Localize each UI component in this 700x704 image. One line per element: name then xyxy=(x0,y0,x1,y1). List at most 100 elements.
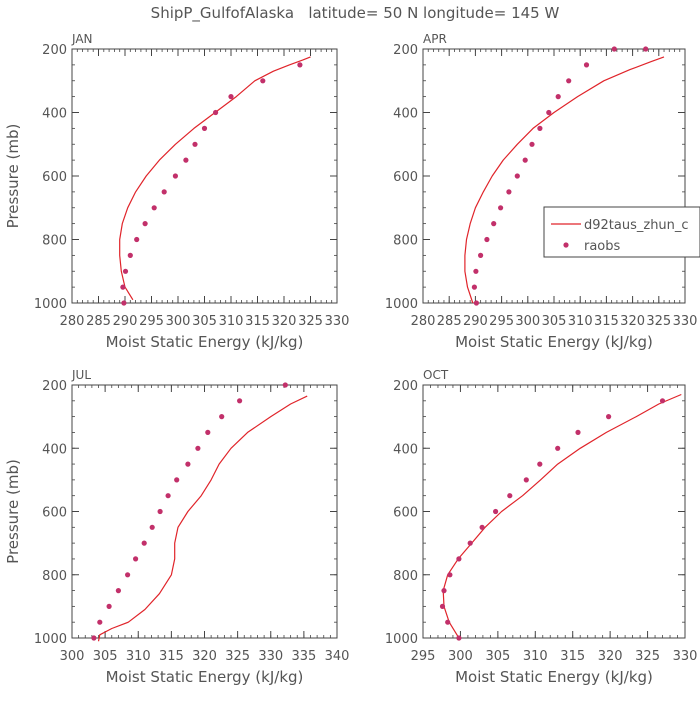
apr-raob-point xyxy=(611,46,617,52)
jan-x-tick-label: 305 xyxy=(192,314,217,329)
apr-raob-point xyxy=(514,173,520,179)
apr-x-tick-label: 310 xyxy=(568,314,593,329)
jul-raob-point xyxy=(125,572,131,578)
jan-raob-point xyxy=(192,141,198,147)
jul-raob-point xyxy=(195,445,201,451)
jan-y-tick-label: 400 xyxy=(42,107,67,122)
jul-y-tick-label: 400 xyxy=(42,442,67,457)
jan-raob-point xyxy=(120,284,126,290)
jul-raob-point xyxy=(219,414,225,420)
apr-x-tick-label: 300 xyxy=(515,314,540,329)
oct-raob-point xyxy=(447,572,453,578)
oct-x-tick-label: 325 xyxy=(635,649,660,664)
jul-panel-title: JUL xyxy=(71,368,91,382)
oct-raob-point xyxy=(456,556,462,562)
jan-raob-point xyxy=(172,173,178,179)
apr-x-tick-label: 320 xyxy=(620,314,645,329)
figure-title: ShipP_GulfofAlaska latitude= 50 N longit… xyxy=(151,4,560,23)
apr-raob-point xyxy=(471,284,477,290)
jul-y-tick-label: 200 xyxy=(42,379,67,394)
apr-y-tick-label: 1000 xyxy=(385,297,418,312)
apr-x-tick-label: 280 xyxy=(411,314,436,329)
jul-x-tick-label: 300 xyxy=(60,649,85,664)
jul-x-tick-label: 325 xyxy=(225,649,250,664)
jul-x-tick-label: 315 xyxy=(159,649,184,664)
jul-raob-point xyxy=(141,540,147,546)
apr-raob-point xyxy=(491,221,497,227)
jul-x-tick-label: 305 xyxy=(93,649,118,664)
apr-panel-title: APR xyxy=(423,32,447,46)
jul-y-tick-label: 600 xyxy=(42,506,67,521)
jul-x-axis-label: Moist Static Energy (kJ/kg) xyxy=(106,668,304,686)
jul-raob-point xyxy=(174,477,180,483)
panel-oct: OCT 295 300 305 310 315 320 325 330 200 400 600 800 1… xyxy=(385,368,698,686)
legend: d92taus_zhun_c raobs xyxy=(543,206,700,258)
jan-y-tick-label: 600 xyxy=(42,170,67,185)
jul-raob-point xyxy=(115,588,121,594)
jan-raob-point xyxy=(151,205,157,211)
oct-raob-point xyxy=(555,445,561,451)
apr-y-tick-label: 200 xyxy=(393,43,418,58)
jan-model-line xyxy=(119,56,311,301)
apr-x-axis-label: Moist Static Energy (kJ/kg) xyxy=(455,333,653,351)
jan-raob-point xyxy=(201,125,208,131)
jul-raob-point xyxy=(157,508,163,515)
jan-raob-point xyxy=(161,189,167,195)
apr-raob-point xyxy=(555,94,561,100)
jan-y-tick-label: 1000 xyxy=(34,297,67,312)
jul-model-line xyxy=(97,395,308,642)
jan-raob-point xyxy=(127,252,133,258)
oct-raob-point xyxy=(439,603,446,610)
oct-raob-point xyxy=(659,398,666,404)
apr-raob-point xyxy=(498,205,504,211)
jan-x-tick-label: 320 xyxy=(272,314,297,329)
jan-y-axis-label: Pressure (mb) xyxy=(4,124,22,229)
apr-raob-point xyxy=(546,109,552,116)
jan-raob-point xyxy=(213,109,219,116)
oct-y-tick-label: 800 xyxy=(393,569,418,584)
oct-plot-frame xyxy=(422,384,686,639)
oct-raob-point xyxy=(606,414,612,420)
apr-raob-point xyxy=(537,125,543,131)
jul-raob-point xyxy=(97,619,103,625)
jul-plot-frame xyxy=(71,384,338,639)
jan-x-tick-label: 295 xyxy=(139,314,164,329)
oct-raob-point xyxy=(523,477,529,483)
oct-raob-point xyxy=(493,508,499,515)
apr-plot-frame xyxy=(422,48,686,304)
jan-x-tick-label: 290 xyxy=(113,314,138,329)
jul-raob-point xyxy=(205,429,211,435)
oct-raob-point xyxy=(537,461,543,467)
legend-box xyxy=(543,206,700,258)
oct-x-tick-label: 300 xyxy=(448,649,473,664)
jan-raob-point xyxy=(122,268,129,274)
apr-x-tick-label: 315 xyxy=(594,314,619,329)
apr-raob-point xyxy=(473,268,479,274)
jul-x-tick-label: 335 xyxy=(291,649,316,664)
jul-raob-point xyxy=(106,603,112,610)
oct-x-tick-label: 315 xyxy=(560,649,585,664)
oct-x-axis-label: Moist Static Energy (kJ/kg) xyxy=(455,668,653,686)
jul-y-axis-label: Pressure (mb) xyxy=(4,459,22,564)
apr-x-tick-label: 290 xyxy=(463,314,488,329)
apr-x-tick-label: 285 xyxy=(437,314,462,329)
jan-raob-point xyxy=(228,94,234,100)
jul-raob-point xyxy=(91,635,97,641)
oct-x-tick-label: 295 xyxy=(411,649,436,664)
oct-y-tick-label: 400 xyxy=(393,442,418,457)
jan-raob-point xyxy=(142,221,148,227)
apr-raob-point xyxy=(522,157,528,163)
jul-y-tick-label: 800 xyxy=(42,569,67,584)
jan-y-tick-label: 200 xyxy=(42,43,67,58)
apr-raob-point xyxy=(566,78,572,84)
jan-x-tick-label: 310 xyxy=(219,314,244,329)
apr-y-tick-label: 600 xyxy=(393,170,418,185)
jan-x-axis-label: Moist Static Energy (kJ/kg) xyxy=(106,333,304,351)
oct-raob-point xyxy=(456,635,462,641)
legend-obs-marker xyxy=(563,242,569,248)
oct-x-tick-label: 305 xyxy=(485,649,510,664)
jan-x-tick-label: 300 xyxy=(166,314,191,329)
oct-panel-title: OCT xyxy=(423,368,449,382)
oct-raob-point xyxy=(467,540,473,546)
